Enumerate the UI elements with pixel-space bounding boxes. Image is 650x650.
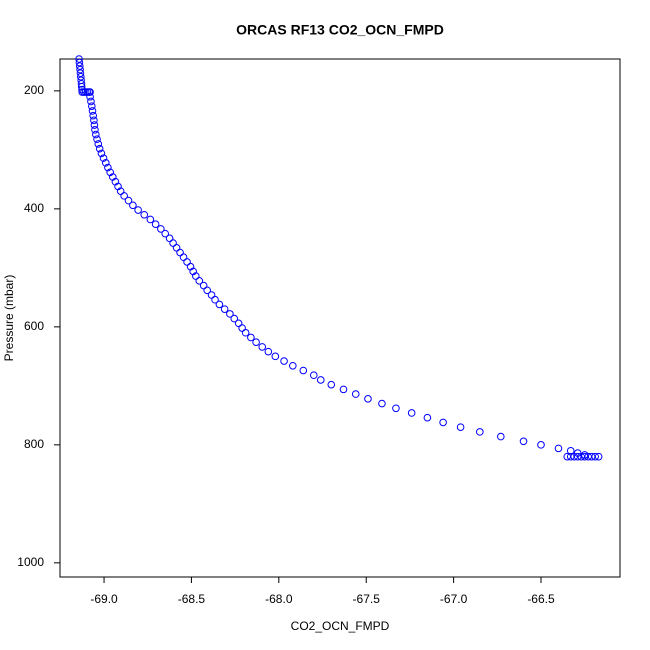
x-tick-label: -67.5	[353, 592, 381, 606]
point	[86, 88, 94, 96]
point	[134, 206, 142, 214]
point	[407, 409, 416, 417]
point	[76, 72, 85, 81]
point	[120, 192, 128, 200]
point	[289, 361, 297, 370]
point	[351, 390, 360, 398]
point	[456, 423, 465, 431]
point	[316, 376, 325, 384]
point	[91, 125, 99, 134]
point	[172, 243, 181, 252]
point	[77, 79, 86, 88]
point	[203, 286, 211, 295]
point	[93, 135, 101, 144]
point	[199, 281, 208, 290]
y-tick-label: 1000	[17, 555, 44, 569]
point	[339, 385, 348, 394]
point	[89, 111, 98, 120]
point	[179, 253, 188, 262]
point	[327, 380, 336, 389]
point	[519, 437, 528, 446]
point	[423, 413, 432, 422]
point	[165, 234, 174, 243]
point	[92, 130, 100, 139]
point	[476, 428, 484, 436]
point	[169, 239, 177, 247]
point	[95, 144, 104, 153]
x-axis-label: CO2_OCN_FMPD	[291, 619, 390, 633]
point	[146, 215, 155, 224]
y-tick-label: 600	[24, 319, 44, 333]
point	[252, 338, 260, 346]
point	[537, 441, 545, 449]
point	[392, 404, 400, 413]
chart-title: ORCAS RF13 CO2_OCN_FMPD	[236, 22, 444, 38]
point	[75, 62, 84, 70]
x-tick-label: -69.0	[90, 592, 118, 606]
point	[104, 163, 112, 172]
y-tick-label: 400	[24, 201, 44, 215]
point	[94, 140, 103, 148]
point	[496, 432, 505, 441]
point	[87, 97, 95, 106]
point	[280, 357, 288, 365]
point	[271, 352, 280, 361]
point	[76, 69, 85, 77]
point	[75, 55, 83, 63]
point	[97, 149, 106, 158]
point	[86, 92, 94, 101]
point	[566, 446, 575, 455]
point	[161, 229, 170, 238]
point	[364, 395, 372, 403]
y-tick-label: 200	[24, 83, 44, 97]
point	[76, 65, 84, 74]
point	[554, 444, 563, 453]
point	[157, 225, 165, 233]
point	[247, 333, 255, 342]
x-tick-label: -66.5	[527, 592, 555, 606]
point	[90, 116, 98, 125]
point	[101, 159, 110, 167]
point	[124, 196, 133, 205]
x-tick-label: -68.5	[178, 592, 206, 606]
point	[90, 121, 99, 129]
point	[241, 328, 250, 337]
point	[195, 277, 204, 285]
point	[129, 201, 137, 210]
point	[75, 58, 84, 67]
point	[140, 210, 149, 219]
point	[211, 295, 219, 304]
point	[215, 300, 224, 309]
point	[309, 371, 318, 380]
point	[88, 102, 96, 110]
point	[594, 452, 603, 461]
point	[99, 154, 108, 162]
point	[230, 314, 239, 323]
point	[88, 107, 97, 115]
point	[234, 319, 243, 328]
plot-frame	[59, 58, 621, 578]
point	[258, 343, 267, 351]
point	[220, 305, 229, 313]
point	[591, 452, 599, 461]
point	[299, 366, 308, 375]
point	[226, 310, 234, 318]
point	[238, 324, 246, 332]
x-tick-label: -68.0	[265, 592, 293, 606]
point	[264, 347, 273, 356]
point	[151, 220, 160, 228]
y-tick-label: 800	[24, 437, 44, 451]
y-axis-label: Pressure (mbar)	[2, 275, 16, 362]
point	[176, 248, 184, 257]
point	[207, 291, 216, 299]
point	[378, 399, 386, 408]
x-tick-label: -67.0	[440, 592, 468, 606]
point	[183, 258, 191, 266]
point	[439, 418, 447, 427]
